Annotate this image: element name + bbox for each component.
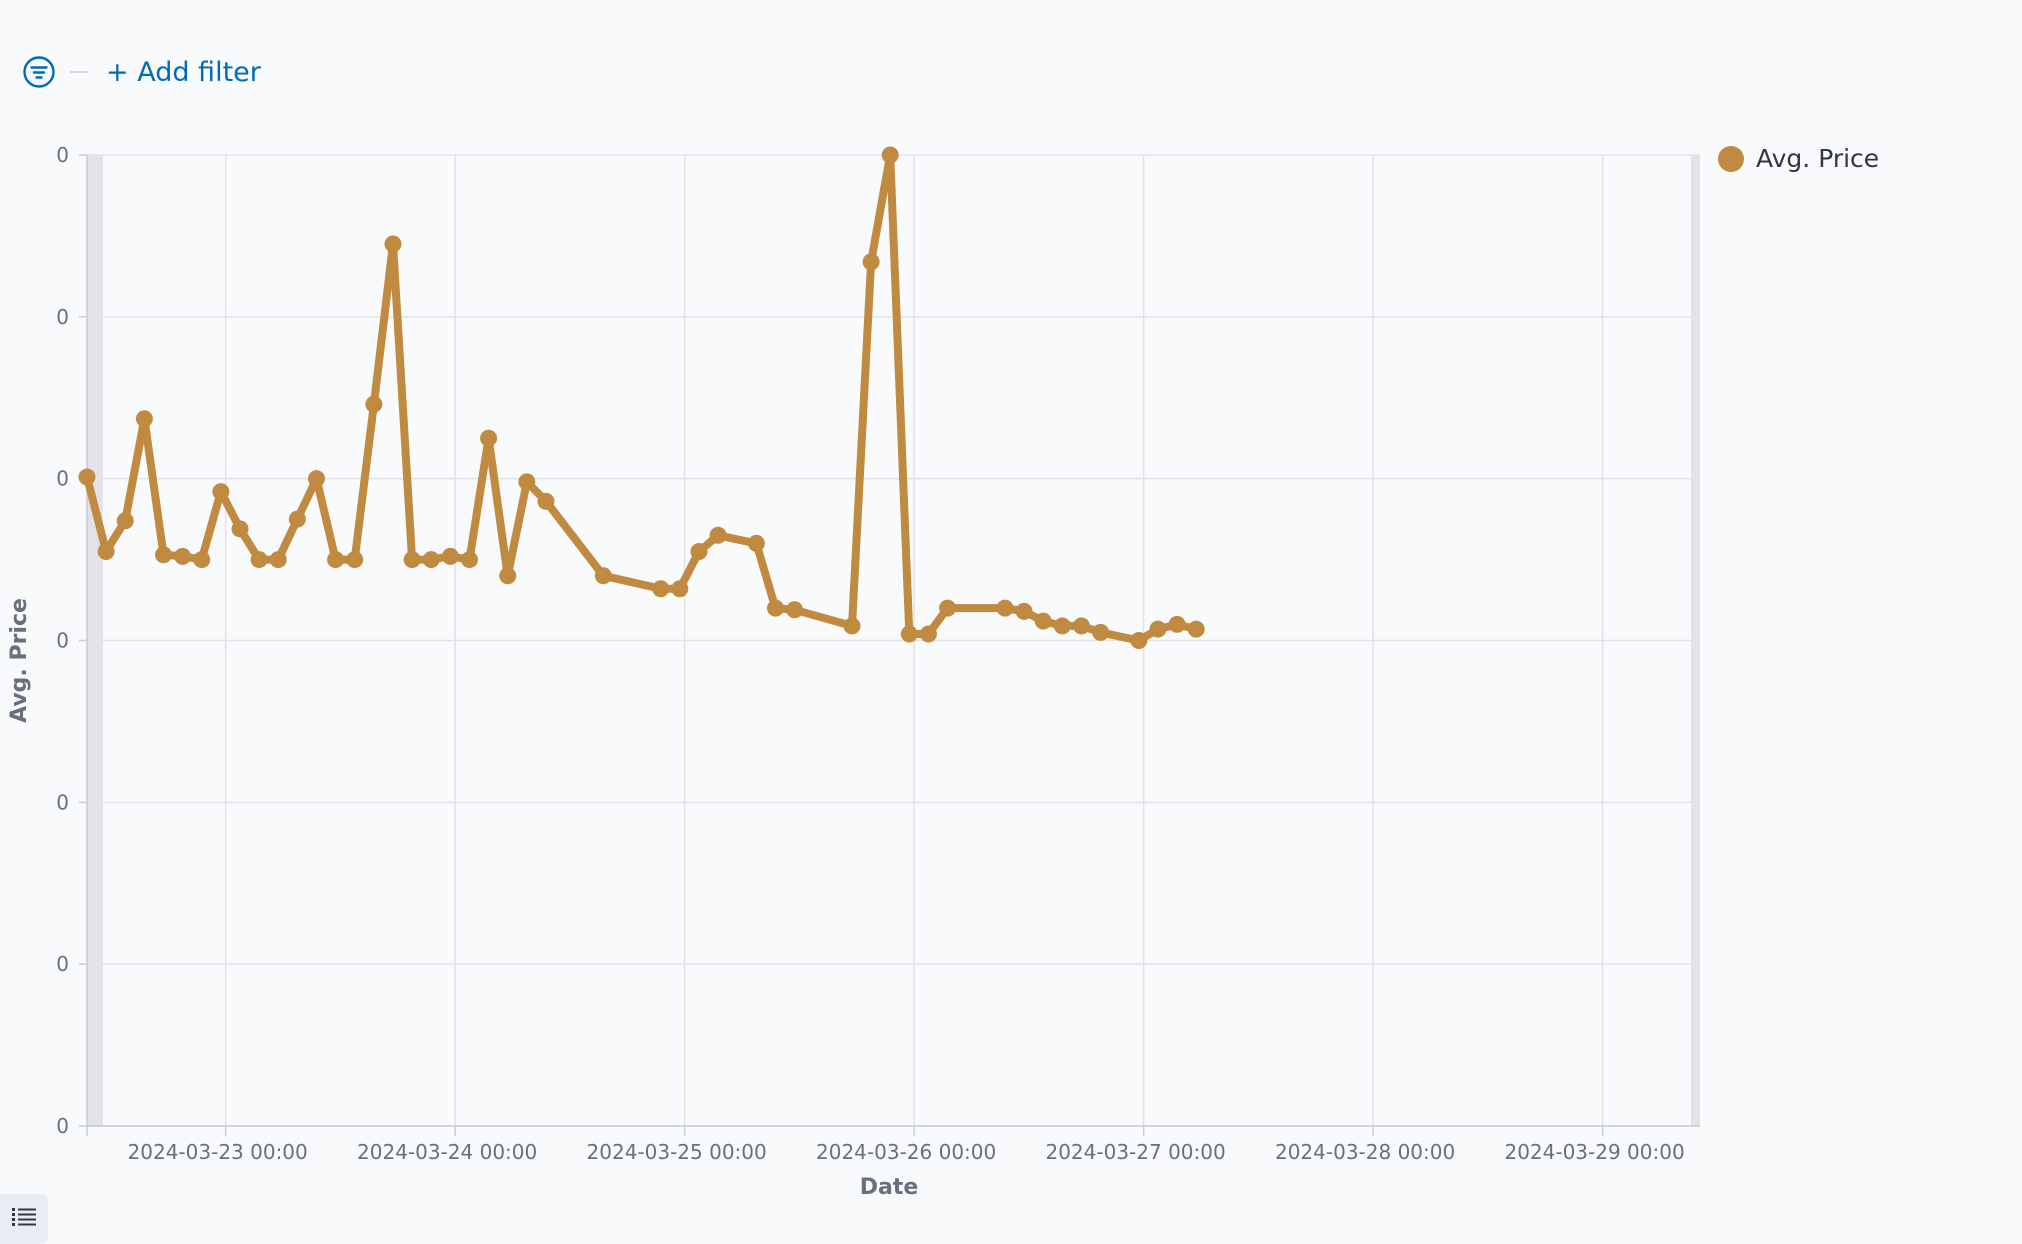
data-point bbox=[288, 510, 306, 528]
data-point bbox=[537, 492, 555, 510]
chart-brush-edges bbox=[87, 155, 1700, 1126]
data-point bbox=[881, 146, 899, 164]
filter-bar: + Add filter bbox=[22, 52, 261, 92]
data-point bbox=[518, 473, 536, 491]
data-point bbox=[480, 429, 498, 447]
data-point bbox=[766, 599, 784, 617]
data-point bbox=[900, 625, 918, 643]
y-tick-label: 0 bbox=[56, 952, 69, 976]
data-point bbox=[1053, 617, 1071, 635]
data-point bbox=[174, 547, 192, 565]
data-point bbox=[154, 546, 172, 564]
x-tick-label: 2024-03-25 00:00 bbox=[587, 1140, 767, 1164]
legend-label: Avg. Price bbox=[1756, 144, 1880, 173]
data-point bbox=[231, 520, 249, 538]
data-point bbox=[594, 567, 612, 585]
data-point bbox=[939, 599, 957, 617]
legend-item-avg-price[interactable]: Avg. Price bbox=[1718, 144, 1879, 173]
data-point bbox=[1187, 620, 1205, 638]
data-point bbox=[269, 551, 287, 569]
data-point bbox=[652, 580, 670, 598]
data-point bbox=[919, 625, 937, 643]
x-tick-label: 2024-03-29 00:00 bbox=[1504, 1140, 1684, 1164]
data-point bbox=[327, 551, 345, 569]
add-filter-button[interactable]: + Add filter bbox=[106, 56, 261, 88]
data-point bbox=[843, 617, 861, 635]
data-point bbox=[384, 235, 402, 253]
line-chart: 0 0 0 0 0 0 0 2024-03-23 00:00 2024-03-24 00:00… bbox=[7, 143, 1700, 1200]
data-point bbox=[403, 551, 421, 569]
x-tick-label: 2024-03-23 00:00 bbox=[128, 1140, 308, 1164]
y-tick-label: 0 bbox=[56, 305, 69, 329]
data-point bbox=[460, 551, 478, 569]
data-point bbox=[1015, 602, 1033, 620]
y-tick-label: 0 bbox=[56, 1114, 69, 1138]
x-tick-label: 2024-03-24 00:00 bbox=[357, 1140, 537, 1164]
data-point bbox=[193, 551, 211, 569]
x-axis-title: Date bbox=[860, 1175, 919, 1200]
y-tick-label: 0 bbox=[56, 790, 69, 814]
series-avg-price bbox=[78, 146, 1205, 649]
data-point bbox=[116, 512, 134, 530]
y-tick-label: 0 bbox=[56, 143, 69, 167]
filter-separator bbox=[70, 71, 88, 73]
y-axis: 0 0 0 0 0 0 0 bbox=[56, 143, 88, 1138]
data-point bbox=[996, 599, 1014, 617]
data-point bbox=[1072, 617, 1090, 635]
data-point bbox=[671, 580, 689, 598]
data-point bbox=[862, 253, 880, 271]
x-tick-label: 2024-03-26 00:00 bbox=[816, 1140, 996, 1164]
data-point bbox=[1149, 620, 1167, 638]
y-axis-title: Avg. Price bbox=[7, 598, 32, 723]
data-point bbox=[1034, 612, 1052, 630]
brush-edge-right bbox=[1691, 155, 1700, 1126]
data-point bbox=[135, 410, 153, 428]
legend-toggle-button[interactable] bbox=[0, 1194, 48, 1244]
data-point bbox=[1168, 615, 1186, 633]
data-point bbox=[365, 395, 383, 413]
data-point bbox=[307, 470, 325, 488]
data-point bbox=[1130, 632, 1148, 649]
data-point bbox=[212, 483, 230, 501]
data-point bbox=[690, 542, 708, 560]
data-point bbox=[422, 551, 440, 569]
legend-swatch bbox=[1718, 145, 1744, 172]
x-tick-label: 2024-03-27 00:00 bbox=[1045, 1140, 1225, 1164]
brush-edge-left bbox=[87, 155, 103, 1126]
data-point bbox=[786, 601, 804, 619]
x-axis: 2024-03-23 00:00 2024-03-24 00:00 2024-03-… bbox=[87, 1125, 1700, 1164]
series-line-avg-price bbox=[83, 151, 1201, 645]
data-point bbox=[499, 567, 517, 585]
data-point bbox=[709, 526, 727, 544]
data-point bbox=[97, 542, 115, 560]
data-point bbox=[78, 468, 96, 486]
data-point bbox=[441, 547, 459, 565]
data-point bbox=[747, 534, 765, 552]
filter-icon[interactable] bbox=[22, 55, 56, 89]
data-point bbox=[250, 551, 268, 569]
y-tick-label: 0 bbox=[56, 629, 69, 653]
y-tick-label: 0 bbox=[56, 467, 69, 491]
list-icon bbox=[11, 1206, 37, 1232]
x-tick-label: 2024-03-28 00:00 bbox=[1275, 1140, 1455, 1164]
data-point bbox=[346, 551, 364, 569]
data-point bbox=[1092, 623, 1110, 641]
